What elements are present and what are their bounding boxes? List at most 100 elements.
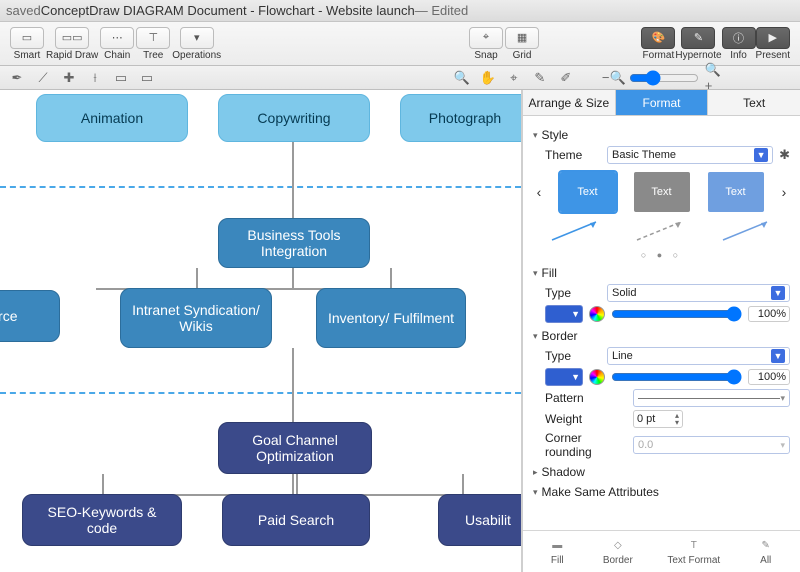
theme-value: Basic Theme	[612, 149, 676, 161]
node-inventory[interactable]: Inventory/ Fulfilment	[316, 288, 466, 348]
operations-button[interactable]: ▾Operations	[172, 27, 221, 61]
toolbar-mid-group: ⌖Snap▦Grid	[469, 27, 539, 61]
draw-tool-1-icon[interactable]: ⟋	[34, 69, 52, 87]
connector	[292, 348, 294, 422]
view-tool-0-icon[interactable]: 🔍	[453, 69, 471, 87]
section-border-label: Border	[542, 329, 578, 343]
chevron-right-icon[interactable]: ›	[778, 184, 790, 200]
node-usability[interactable]: Usabilit	[438, 494, 522, 546]
weight-label: Weight	[545, 412, 627, 426]
section-same-attrs[interactable]: Make Same Attributes	[533, 485, 790, 499]
canvas[interactable]: Animation Copywriting Photograph Business T…	[0, 90, 522, 572]
node-animation[interactable]: Animation	[36, 94, 188, 142]
arrow-style-0[interactable]	[548, 216, 604, 244]
title-suffix: — Edited	[415, 3, 468, 18]
weight-stepper[interactable]: 0 pt▴▾	[633, 410, 683, 428]
tab-text[interactable]: Text	[708, 90, 800, 115]
node-biztools[interactable]: Business Tools Integration	[218, 218, 370, 268]
document-title: ConceptDraw DIAGRAM Document - Flowchart…	[41, 3, 415, 18]
arrow-style-2[interactable]	[719, 216, 775, 244]
colorwheel-icon[interactable]	[589, 306, 605, 322]
node-merce[interactable]: nerce	[0, 290, 60, 342]
connector	[390, 268, 392, 290]
corner-label: Corner rounding	[545, 431, 627, 459]
theme-select[interactable]: Basic Theme ▼	[607, 146, 773, 164]
border-type-value: Line	[612, 350, 633, 362]
node-copywriting[interactable]: Copywriting	[218, 94, 370, 142]
section-same-attrs-label: Make Same Attributes	[542, 485, 659, 499]
arrow-style-1[interactable]	[633, 216, 689, 244]
panel-body: Style Theme Basic Theme ▼ ✱ ‹ Text Text Te…	[523, 116, 800, 530]
toolbar-left-group: ▭Smart▭▭Rapid Draw⋯Chain⊤Tree▾Operations	[10, 27, 221, 61]
section-style-label: Style	[542, 128, 569, 142]
corner-rounding-select[interactable]: 0.0▾	[633, 436, 790, 454]
fill-opacity-value[interactable]: 100%	[748, 306, 790, 322]
theme-card-0[interactable]: Text	[560, 172, 616, 212]
footer-all-button[interactable]: ✎All	[755, 538, 777, 566]
fill-color-swatch[interactable]: ▼	[545, 305, 583, 323]
gear-icon[interactable]: ✱	[779, 147, 790, 163]
pattern-select[interactable]: ▾	[633, 389, 790, 407]
footer-text-format-button[interactable]: TText Format	[667, 538, 720, 566]
zoom-in-icon[interactable]: 🔍+	[705, 69, 723, 87]
node-goalchannel[interactable]: Goal Channel Optimization	[218, 422, 372, 474]
zoom-slider[interactable]	[629, 70, 699, 86]
smart-button[interactable]: ▭Smart	[10, 27, 44, 61]
section-border[interactable]: Border	[533, 329, 790, 343]
theme-card-1[interactable]: Text	[634, 172, 690, 212]
node-paidsearch[interactable]: Paid Search	[222, 494, 370, 546]
connector	[296, 474, 298, 496]
chevron-left-icon[interactable]: ‹	[533, 184, 545, 200]
panel-tabs: Arrange & SizeFormatText	[523, 90, 800, 116]
draw-tool-0-icon[interactable]: ✒	[8, 69, 26, 87]
draw-tools-group: ✒ ⟋ ✚ ⟊ ▭ ▭	[8, 69, 156, 87]
snap-button[interactable]: ⌖Snap	[469, 27, 503, 61]
connector	[292, 268, 294, 288]
border-opacity-slider[interactable]	[611, 369, 742, 385]
colorwheel-icon[interactable]	[589, 369, 605, 385]
border-color-swatch[interactable]: ▼	[545, 368, 583, 386]
draw-tool-3-icon[interactable]: ⟊	[86, 69, 104, 87]
view-tool-2-icon[interactable]: ⌖	[505, 69, 523, 87]
section-style[interactable]: Style	[533, 128, 790, 142]
theme-carousel: ‹ Text Text Text ›	[533, 172, 790, 212]
footer-fill-button[interactable]: ▬Fill	[546, 538, 568, 566]
format-button[interactable]: 🎨Format	[641, 27, 675, 61]
toolbar-right-group: 🎨Format✎HypernoteⓘInfo▶Present	[641, 27, 790, 61]
hypernote-button[interactable]: ✎Hypernote	[675, 27, 721, 61]
view-tool-3-icon[interactable]: ✎	[531, 69, 549, 87]
chain-button[interactable]: ⋯Chain	[100, 27, 134, 61]
draw-tool-5-icon[interactable]: ▭	[138, 69, 156, 87]
corner-value: 0.0	[638, 439, 653, 451]
section-shadow[interactable]: Shadow	[533, 465, 790, 479]
section-fill[interactable]: Fill	[533, 266, 790, 280]
tab-format[interactable]: Format	[616, 90, 709, 115]
tab-arrange-size[interactable]: Arrange & Size	[523, 90, 616, 115]
node-intranet[interactable]: Intranet Syndication/ Wikis	[120, 288, 272, 348]
theme-card-2[interactable]: Text	[708, 172, 764, 212]
footer-border-button[interactable]: ◇Border	[603, 538, 633, 566]
present-button[interactable]: ▶Present	[756, 27, 790, 61]
node-seo[interactable]: SEO-Keywords & code	[22, 494, 182, 546]
theme-label: Theme	[545, 148, 601, 162]
border-opacity-value[interactable]: 100%	[748, 369, 790, 385]
draw-tool-2-icon[interactable]: ✚	[60, 69, 78, 87]
tree-button[interactable]: ⊤Tree	[136, 27, 170, 61]
title-prefix: saved	[6, 3, 41, 18]
fill-opacity-slider[interactable]	[611, 306, 742, 322]
connector	[292, 142, 294, 218]
node-photography[interactable]: Photograph	[400, 94, 522, 142]
view-tool-1-icon[interactable]: ✋	[479, 69, 497, 87]
fill-type-select[interactable]: Solid▼	[607, 284, 790, 302]
view-tools-group: 🔍 ✋ ⌖ ✎ ✐	[453, 69, 575, 87]
grid-button[interactable]: ▦Grid	[505, 27, 539, 61]
draw-tool-4-icon[interactable]: ▭	[112, 69, 130, 87]
border-type-select[interactable]: Line▼	[607, 347, 790, 365]
connector	[462, 474, 464, 496]
panel-footer: ▬Fill ◇Border TText Format ✎All	[523, 530, 800, 572]
rapid-draw-button[interactable]: ▭▭Rapid Draw	[46, 27, 98, 61]
pattern-label: Pattern	[545, 391, 627, 405]
zoom-out-icon[interactable]: −🔍	[605, 69, 623, 87]
info-button[interactable]: ⓘInfo	[722, 27, 756, 61]
view-tool-4-icon[interactable]: ✐	[557, 69, 575, 87]
